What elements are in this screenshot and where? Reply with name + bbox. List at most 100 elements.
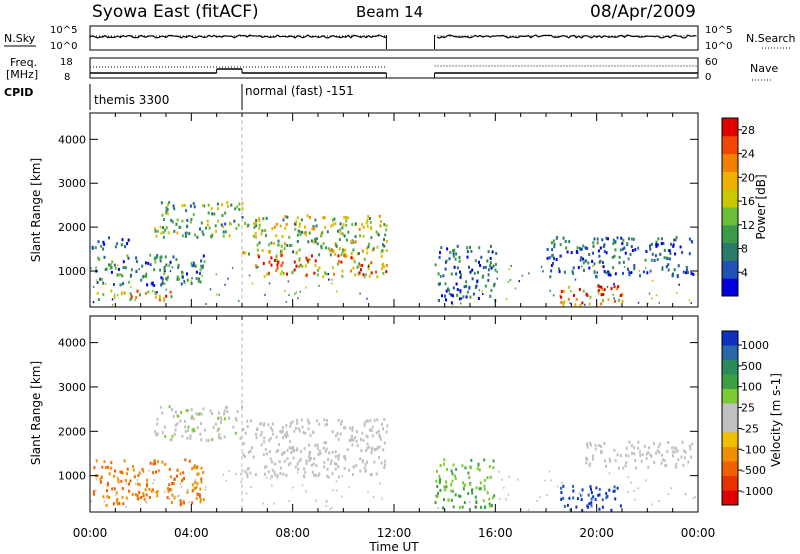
velocity-cell — [362, 439, 365, 442]
velocity-cell — [452, 463, 455, 467]
power-cell — [549, 275, 552, 279]
power-cell — [333, 217, 336, 221]
velocity-cell — [269, 457, 272, 461]
power-cell — [181, 219, 184, 223]
power-cell — [285, 222, 288, 226]
velocity-cell — [112, 502, 115, 506]
velocity-cell — [562, 484, 565, 488]
power-cell — [688, 237, 691, 241]
power-cell — [144, 261, 147, 265]
velocity-noise — [188, 501, 190, 504]
velocity-cell — [383, 466, 386, 469]
velocity-cell — [370, 448, 373, 452]
power-cell — [135, 260, 138, 263]
power-noise — [183, 279, 185, 282]
power-cell — [175, 258, 178, 261]
velocity-colorbar-swatch — [722, 447, 738, 462]
power-cell — [458, 259, 461, 263]
power-cell — [273, 259, 276, 262]
velocity-noise — [274, 474, 276, 477]
power-cell — [550, 241, 553, 245]
power-cell — [314, 240, 317, 244]
power-noise — [612, 293, 615, 296]
power-cell — [284, 226, 287, 230]
power-cell — [154, 229, 157, 233]
velocity-cell — [313, 457, 316, 461]
power-cell — [233, 219, 236, 223]
power-noise — [134, 299, 136, 302]
power-cell — [160, 201, 163, 205]
power-cell — [446, 247, 449, 251]
power-cell — [552, 262, 554, 265]
velocity-cell — [350, 434, 353, 438]
power-cell — [267, 272, 270, 276]
power-cell — [466, 246, 469, 250]
power-cell — [199, 280, 202, 284]
velocity-cell — [340, 422, 342, 426]
power-cell — [465, 284, 468, 288]
velocity-cell — [176, 474, 178, 478]
power-cell — [685, 265, 688, 269]
power-cell — [656, 258, 659, 262]
velocity-noise — [633, 489, 635, 492]
power-cell — [163, 297, 166, 301]
velocity-cell — [289, 446, 292, 450]
power-cell — [381, 249, 384, 253]
velocity-cell — [114, 469, 116, 473]
power-cell — [194, 264, 197, 268]
power-cell — [439, 251, 441, 255]
power-cell — [163, 265, 166, 269]
power-noise — [248, 274, 251, 277]
power-noise — [359, 292, 361, 295]
velocity-cell — [471, 489, 473, 492]
power-cell — [466, 290, 469, 294]
power-cell — [351, 223, 354, 226]
power-cell — [614, 272, 617, 276]
velocity-cell — [173, 478, 176, 481]
velocity-cell — [225, 405, 227, 409]
velocity-cell — [115, 491, 118, 495]
power-cell — [560, 300, 563, 304]
power-cell — [662, 242, 665, 245]
power-noise — [201, 274, 203, 277]
power-cell — [367, 267, 370, 270]
power-cell — [159, 225, 162, 229]
power-cell — [600, 285, 603, 289]
power-cell — [357, 252, 360, 255]
power-cell — [316, 242, 319, 246]
velocity-cell — [142, 494, 145, 498]
power-cell — [190, 281, 193, 285]
velocity-cell — [143, 497, 146, 501]
power-cell — [656, 243, 659, 247]
power-cell — [176, 218, 179, 222]
velocity-cell — [242, 453, 245, 457]
power-cell — [380, 254, 383, 258]
power-cell — [649, 269, 652, 273]
power-noise — [190, 279, 192, 282]
power-noise — [661, 266, 664, 269]
power-cell — [370, 271, 373, 275]
power-cell — [276, 263, 279, 267]
power-cell — [105, 267, 108, 271]
velocity-cell — [631, 452, 633, 455]
power-cell — [220, 223, 223, 227]
power-noise — [299, 290, 301, 293]
velocity-cell — [325, 447, 328, 451]
velocity-cell — [296, 421, 299, 425]
velocity-cell — [156, 432, 159, 436]
velocity-cell — [121, 487, 124, 491]
power-noise — [509, 279, 512, 281]
velocity-cell — [241, 405, 243, 409]
velocity-cell — [296, 447, 298, 451]
power-noise — [327, 273, 330, 276]
power-cell — [558, 267, 561, 271]
power-ylabel: Slant Range [km] — [29, 158, 43, 262]
velocity-cell — [204, 428, 207, 432]
power-cell — [207, 203, 210, 207]
power-cell — [345, 216, 348, 219]
power-cell — [161, 281, 164, 285]
velocity-colorbar-swatch — [722, 432, 738, 448]
power-cell — [208, 226, 211, 230]
velocity-noise — [331, 506, 333, 509]
velocity-cell — [675, 462, 678, 466]
